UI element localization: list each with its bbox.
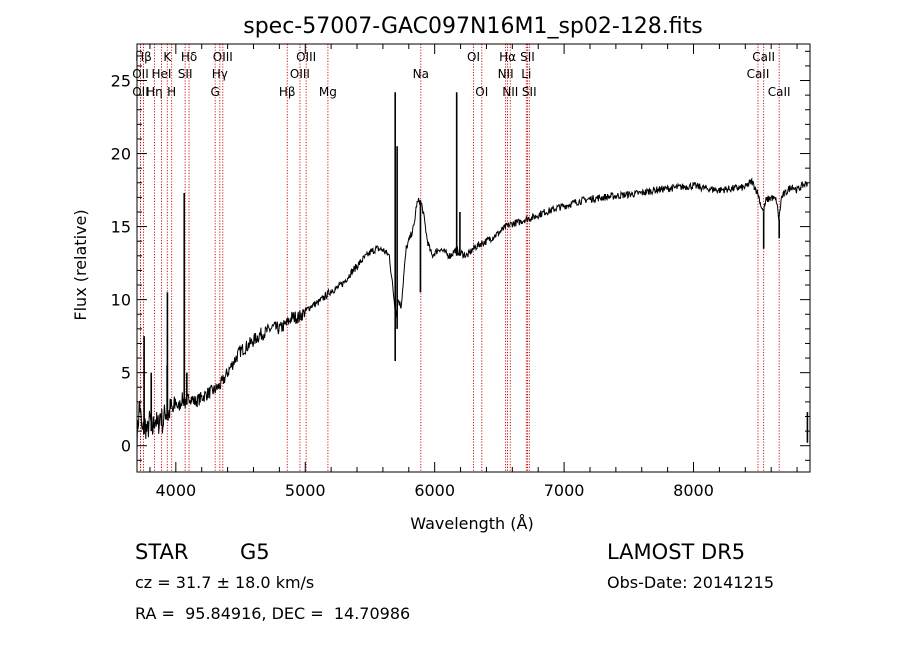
x-tick-label-8000: 8000	[673, 481, 714, 500]
axes: 4000 5000 6000 7000 8000 0 5 10 15 20 25	[111, 43, 811, 500]
line-label-20: NII	[498, 67, 514, 81]
line-label-7: SII	[178, 67, 193, 81]
y-tick-label-25: 25	[111, 72, 131, 91]
y-tick-label-20: 20	[111, 145, 131, 164]
line-label-11: G	[211, 85, 220, 99]
line-label-21: NII	[502, 85, 518, 99]
x-axis-label: Wavelength (Å)	[410, 514, 533, 533]
line-label-17: OI	[467, 50, 480, 64]
spectrum-line	[136, 177, 808, 452]
line-label-23: Li	[521, 67, 531, 81]
line-label-1: OII	[132, 67, 149, 81]
line-label-26: CaII	[747, 67, 770, 81]
line-label-3: K	[163, 50, 172, 64]
redshift-velocity: cz = 31.7 ± 18.0 km/s	[135, 573, 315, 592]
object-class: STAR	[135, 540, 189, 564]
spectrum-series	[136, 92, 809, 452]
object-subclass: G5	[240, 540, 270, 564]
spectrum-chart: spec-57007-GAC097N16M1_sp02-128.fits Hβ O…	[71, 14, 811, 533]
plot-frame	[136, 43, 811, 473]
x-tick-label-6000: 6000	[414, 481, 455, 500]
line-label-14: Hβ	[279, 85, 296, 99]
y-tick-label-15: 15	[111, 218, 131, 237]
line-label-13: OIII	[290, 67, 310, 81]
x-tick-label-7000: 7000	[544, 481, 585, 500]
line-label-9: OIII	[213, 50, 233, 64]
line-label-16: Na	[413, 67, 429, 81]
y-axis-label: Flux (relative)	[71, 209, 90, 320]
coordinates: RA = 95.84916, DEC = 14.70986	[135, 604, 411, 623]
y-tick-label-10: 10	[111, 291, 131, 310]
chart-title: spec-57007-GAC097N16M1_sp02-128.fits	[243, 14, 703, 39]
line-label-27: CaII	[768, 85, 791, 99]
line-label-25: CaII	[752, 50, 775, 64]
line-label-4: HeI	[151, 67, 171, 81]
observation-date: Obs-Date: 20141215	[607, 573, 775, 592]
line-label-12: OIII	[296, 50, 316, 64]
line-label-8: H	[167, 85, 176, 99]
x-tick-label-4000: 4000	[155, 481, 196, 500]
survey-name: LAMOST DR5	[607, 540, 746, 564]
line-label-22: SII	[520, 50, 535, 64]
y-tick-label-5: 5	[121, 364, 131, 383]
line-label-18: OI	[475, 85, 488, 99]
y-tick-label-0: 0	[121, 437, 131, 456]
line-label-0: Hβ	[135, 50, 152, 64]
line-label-19: Hα	[499, 50, 516, 64]
line-markers	[140, 44, 780, 472]
line-label-2: OII	[132, 85, 149, 99]
x-tick-label-5000: 5000	[285, 481, 326, 500]
line-label-15: Mg	[319, 85, 337, 99]
line-label-24: SII	[522, 85, 537, 99]
line-label-10: Hγ	[212, 67, 228, 81]
line-label-5: Hη	[146, 85, 163, 99]
line-label-6: Hδ	[181, 50, 197, 64]
